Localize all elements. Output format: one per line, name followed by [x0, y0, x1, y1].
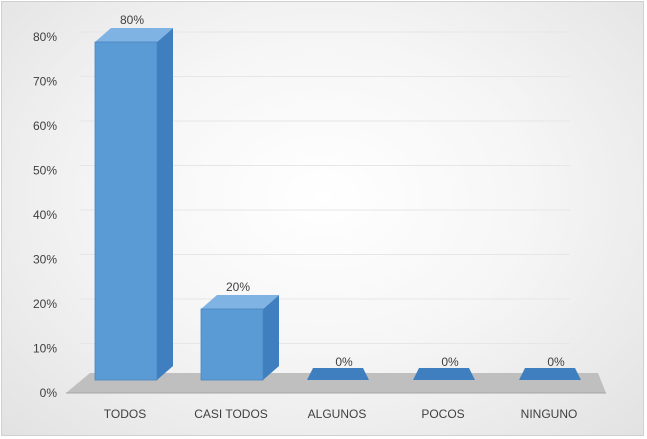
y-tick-label: 0%	[40, 386, 58, 400]
bar-front	[94, 41, 158, 381]
bar	[413, 368, 475, 380]
bar	[307, 368, 369, 380]
data-label: 0%	[335, 355, 353, 369]
data-label: 20%	[226, 280, 250, 294]
y-tick-label: 40%	[33, 208, 57, 222]
bar	[519, 368, 581, 380]
y-tick-label: 70%	[33, 75, 57, 89]
data-label: 80%	[120, 13, 144, 27]
bar-top	[95, 28, 173, 42]
y-tick-label: 10%	[33, 342, 57, 356]
y-tick-label: 60%	[33, 119, 57, 133]
y-tick-label: 30%	[33, 253, 57, 267]
x-category-label: ALGUNOS	[308, 407, 367, 421]
bar-flat	[413, 368, 475, 380]
bar-side	[157, 28, 173, 380]
bar-flat	[307, 368, 369, 380]
x-category-label: NINGUNO	[521, 407, 578, 421]
y-axis-ticks: 0% 10% 20% 30% 40% 50% 60% 70% 80%	[33, 30, 57, 400]
bar-side	[263, 295, 279, 380]
bar-front	[200, 308, 264, 381]
bar-top	[201, 295, 279, 309]
y-tick-label: 20%	[33, 297, 57, 311]
x-category-label: TODOS	[104, 407, 146, 421]
y-tick-label: 80%	[33, 30, 57, 44]
y-tick-label: 50%	[33, 164, 57, 178]
data-label: 0%	[441, 355, 459, 369]
bar	[94, 28, 173, 381]
data-label: 0%	[547, 355, 565, 369]
bar-flat	[519, 368, 581, 380]
bar	[200, 295, 279, 381]
x-axis-labels: TODOS CASI TODOS ALGUNOS POCOS NINGUNO	[104, 407, 578, 421]
bars	[94, 28, 581, 381]
x-category-label: CASI TODOS	[194, 407, 268, 421]
x-category-label: POCOS	[421, 407, 464, 421]
data-labels: 80% 20% 0% 0% 0%	[120, 13, 565, 369]
